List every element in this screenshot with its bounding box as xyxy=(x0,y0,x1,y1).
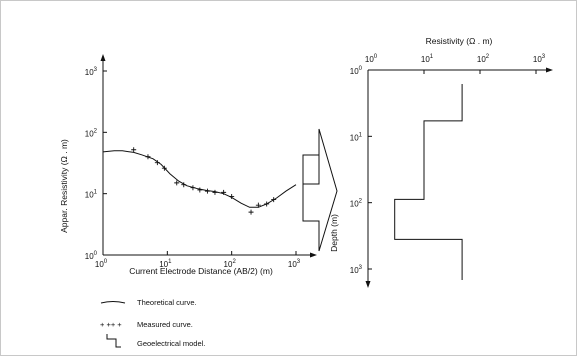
right-y-axis-arrow xyxy=(365,281,371,288)
legend: Theoretical curve. + ++ + Measured curve… xyxy=(100,298,205,348)
left-x-tick-label: 101 xyxy=(159,259,172,269)
measured-point xyxy=(271,197,277,203)
measured-point xyxy=(197,187,203,193)
left-y-tick-label: 100 xyxy=(85,251,98,261)
right-y-tick-label: 103 xyxy=(350,265,363,275)
right-y-tick-label: 101 xyxy=(350,132,363,142)
right-x-tick-label: 100 xyxy=(365,54,378,64)
theoretical-curve xyxy=(102,150,297,208)
measured-point xyxy=(264,201,270,207)
measured-point xyxy=(229,193,235,199)
left-x-tick-label: 103 xyxy=(288,259,301,269)
left-y-tick-label: 101 xyxy=(85,190,98,200)
left-x-axis-label: Current Electrode Distance (AB/2) (m) xyxy=(129,266,273,276)
legend-model-swatch xyxy=(106,334,121,348)
right-y-tick-label: 102 xyxy=(350,199,363,209)
sounding-curve-chart: 100 101 102 103 100 101 102 103 Current Electro… xyxy=(59,54,317,276)
measured-point xyxy=(181,182,187,188)
legend-theoretical-swatch xyxy=(100,301,126,304)
left-y-tick-label: 103 xyxy=(85,67,98,77)
right-x-tick-label: 102 xyxy=(477,54,490,64)
right-x-axis-arrow xyxy=(546,67,553,73)
left-x-tick-label: 100 xyxy=(95,259,108,269)
left-x-axis-arrow xyxy=(310,252,317,258)
geoelectrical-model-chart: 100 101 102 103 100 101 102 103 Resistivity (Ω … xyxy=(329,36,553,288)
right-y-axis-label: Depth (m) xyxy=(329,214,339,252)
measured-point xyxy=(145,154,151,160)
arrow-inner-model-step xyxy=(302,154,320,222)
measured-point xyxy=(221,189,227,195)
measured-point xyxy=(154,160,160,166)
left-ticks: 100 101 102 103 100 101 102 103 xyxy=(85,67,301,269)
measured-point xyxy=(131,147,137,153)
right-x-tick-label: 101 xyxy=(421,54,434,64)
measured-point xyxy=(204,188,210,194)
geoelectrical-model-line xyxy=(394,84,463,280)
left-y-tick-label: 102 xyxy=(85,128,98,138)
measured-points xyxy=(131,147,277,215)
legend-measured-label: Measured curve. xyxy=(137,320,193,329)
left-y-axis-label: Appar. Resistivity (Ω . m) xyxy=(59,139,69,233)
measured-point xyxy=(212,189,218,195)
right-y-tick-label: 100 xyxy=(350,66,363,76)
measured-point xyxy=(174,180,180,186)
measured-point xyxy=(255,202,261,208)
measured-point xyxy=(161,165,167,171)
left-y-axis-arrow xyxy=(100,54,106,61)
legend-measured-swatch: + ++ + xyxy=(100,320,122,329)
legend-model-label: Geoelectrical model. xyxy=(137,339,205,348)
measured-point xyxy=(190,185,196,191)
right-x-axis-label: Resistivity (Ω . m) xyxy=(426,36,493,46)
measured-point xyxy=(248,209,254,215)
right-ticks: 100 101 102 103 100 101 102 103 xyxy=(350,54,546,275)
legend-theoretical-label: Theoretical curve. xyxy=(137,298,197,307)
left-x-tick-label: 102 xyxy=(224,259,237,269)
right-x-tick-label: 103 xyxy=(533,54,546,64)
